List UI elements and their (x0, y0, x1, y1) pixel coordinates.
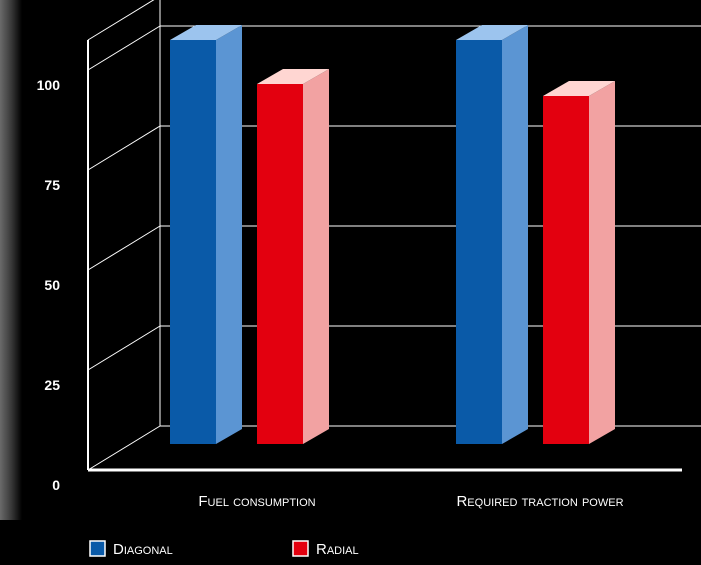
bar-front (543, 96, 589, 444)
bar-top (543, 81, 615, 96)
legend-label: Radial (316, 541, 359, 558)
legend-swatch (89, 540, 106, 557)
bar-top (170, 25, 242, 40)
legend-item-diagonal: Diagonal (89, 540, 173, 558)
bar-side (589, 81, 615, 444)
bar-side (502, 25, 528, 444)
legend: Diagonal Radial (89, 540, 359, 558)
x-tick-labels: Fuel consumption Required traction power (198, 493, 623, 510)
y-tick-label: 0 (52, 477, 60, 493)
bar-side (303, 69, 329, 444)
gridline-diagonal (87, 225, 161, 271)
gridline-diagonal (87, 125, 161, 171)
axes (87, 40, 682, 472)
bar-top (257, 69, 329, 84)
bar-diagonal-2 (456, 25, 528, 444)
x-tick-label: Fuel consumption (198, 493, 315, 510)
bar-radial-2 (543, 81, 615, 444)
gridline-diagonal (87, 325, 161, 371)
bar-side (216, 25, 242, 444)
bars (170, 25, 615, 444)
floor-diagonal (87, 425, 161, 471)
y-tick-label: 100 (37, 77, 61, 93)
bar-front (257, 84, 303, 444)
photo-strip (0, 0, 22, 520)
y-tick-labels: 0 25 50 75 100 (37, 77, 61, 493)
gridline-diagonal (87, 25, 161, 71)
bar-diagonal-1 (170, 25, 242, 444)
bar-front (456, 40, 502, 444)
bar-front (170, 40, 216, 444)
y-tick-label: 50 (44, 277, 60, 293)
legend-swatch (292, 540, 309, 557)
legend-item-radial: Radial (292, 540, 359, 558)
y-tick-label: 75 (44, 177, 60, 193)
y-tick-label: 25 (44, 377, 60, 393)
bar-radial-1 (257, 69, 329, 444)
top-diagonal (87, 0, 155, 41)
x-tick-label: Required traction power (456, 493, 623, 510)
legend-label: Diagonal (113, 541, 173, 558)
bar-top (456, 25, 528, 40)
